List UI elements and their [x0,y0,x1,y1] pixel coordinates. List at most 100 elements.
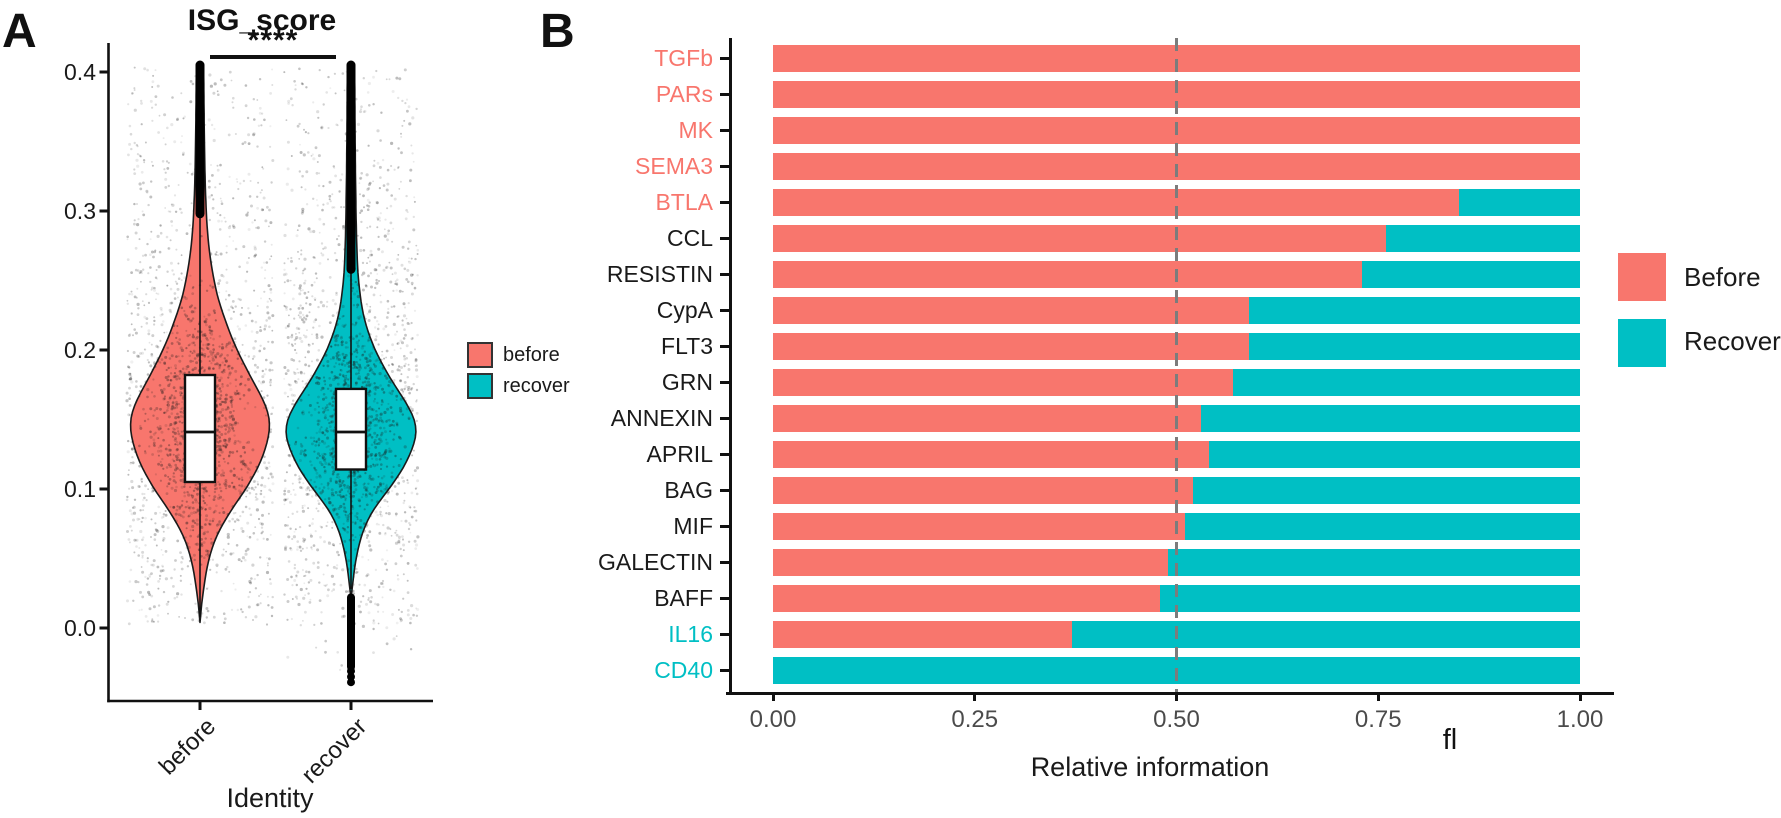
a-y-tick-label: 0.1 [64,476,96,502]
b-category-label-BAG: BAG [664,477,713,503]
bar-segment-recover [1192,476,1580,504]
b-category-label-APRIL: APRIL [646,441,713,467]
b-x-tick [1175,692,1178,701]
box-before [183,373,217,484]
a-y-tick-label: 0.2 [64,337,96,363]
b-x-tick-label: 0.50 [1153,706,1200,733]
b-x-tick [973,692,977,701]
legend-a-label-recover: recover [503,375,570,397]
bar-segment-recover [1160,584,1580,612]
bar-segment-recover [1362,260,1580,288]
bar-segment-before [773,476,1193,504]
outlier-dot [347,672,355,681]
b-bar-row-BTLA [773,188,1580,216]
significance-bracket [210,55,336,59]
bar-segment-recover [1208,440,1580,468]
b-category-label-CypA: CypA [656,297,713,323]
b-y-tick [720,272,729,276]
b-y-tick [720,596,729,600]
b-bar-row-RESISTIN [773,260,1580,288]
bar-segment-recover [1386,224,1580,252]
bar-segment-recover [1233,368,1580,396]
b-bar-row-APRIL [773,440,1580,468]
legend-b-label-recover: Recover [1684,326,1781,356]
bar-segment-before [773,260,1363,288]
b-bar-row-BAG [773,476,1580,504]
b-bar-row-ANNEXIN [773,404,1580,432]
bar-segment-before [773,404,1201,432]
b-category-label-MIF: MIF [673,513,713,539]
b-category-label-ANNEXIN: ANNEXIN [610,405,713,431]
b-category-label-BTLA: BTLA [655,189,713,215]
panel-a-label: A [2,5,37,58]
b-bar-row-MIF [773,512,1580,540]
b-y-tick [720,380,729,384]
bar-segment-recover [1168,548,1580,576]
b-category-label-MK: MK [678,117,714,143]
b-y-tick [720,416,729,420]
a-y-tick-label: 0.4 [64,59,96,85]
bar-segment-recover [1249,296,1580,324]
b-x-tick-label: 0.00 [749,706,797,733]
b-bar-row-BAFF [773,584,1580,612]
bar-segment-recover [1071,620,1580,648]
b-category-label-CCL: CCL [666,225,713,251]
b-extra-label: fl [1442,724,1458,756]
bar-segment-recover [1200,404,1580,432]
outlier-dot [347,667,355,676]
a-y-tick-label: 0.0 [64,615,96,641]
b-y-tick [720,308,729,312]
b-y-tick [720,632,729,636]
legend-a-swatch-before [467,342,493,368]
bar-segment-before [773,188,1459,216]
b-y-tick [720,236,729,240]
b-y-axis-line [729,38,732,695]
b-x-axis-line [726,692,1614,695]
box-recover [334,387,368,471]
bar-segment-before [773,332,1250,360]
b-y-tick [720,92,729,96]
b-bar-row-FLT3 [773,332,1580,360]
panel-b-label: B [540,5,575,58]
bar-segment-before [773,512,1185,540]
b-bar-row-IL16 [773,620,1580,648]
b-category-label-RESISTIN: RESISTIN [606,261,713,287]
b-bar-row-GRN [773,368,1580,396]
b-bar-row-CCL [773,224,1580,252]
b-x-tick-label: 0.75 [1354,706,1402,733]
outlier-dot [347,678,355,687]
b-x-tick-label: 1.00 [1556,706,1604,733]
bar-segment-recover [1458,188,1580,216]
b-y-tick [720,200,729,204]
b-category-label-TGFb: TGFb [654,45,713,71]
b-category-label-GRN: GRN [661,369,713,395]
bar-segment-recover [1249,332,1580,360]
b-y-tick [720,452,729,456]
legend-a-label-before: before [503,344,560,366]
b-category-label-SEMA3: SEMA3 [635,153,713,179]
b-x-tick-label: 0.25 [951,706,999,733]
b-category-label-FLT3: FLT3 [661,333,713,359]
b-y-tick [720,668,729,672]
b-x-tick [1376,692,1380,701]
b-x-axis-title: Relative information [1030,752,1270,782]
bar-segment-before [773,368,1233,396]
b-bar-row-CypA [773,296,1580,324]
b-x-tick [771,692,775,701]
legend-b-label-before: Before [1684,262,1761,292]
a-x-axis-title: Identity [226,783,314,813]
panel-a-title: ISG_score [187,4,337,37]
b-category-label-IL16: IL16 [668,621,713,647]
bar-segment-before [773,548,1169,576]
b-reference-line [1175,38,1178,692]
legend-a-item-before: before [467,342,627,368]
bar-segment-before [773,620,1072,648]
b-x-tick [1578,692,1582,701]
b-category-label-GALECTIN: GALECTIN [597,549,713,575]
a-y-tick-label: 0.3 [64,198,96,224]
b-y-tick [720,344,729,348]
bar-segment-before [773,224,1387,252]
legend-b-swatch-recover [1618,319,1666,367]
violin-plot [99,43,433,710]
